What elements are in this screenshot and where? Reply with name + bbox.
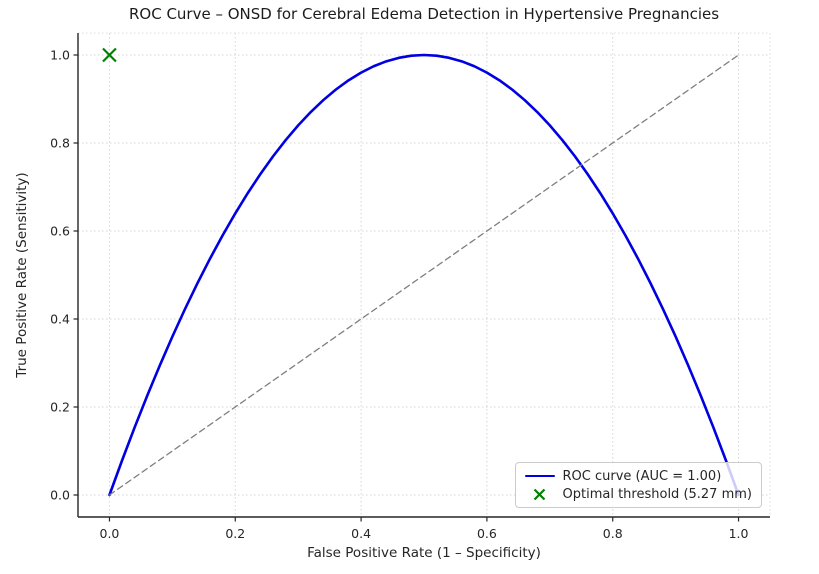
y-tick-label: 0.0	[50, 488, 70, 503]
x-tick-label: 0.4	[351, 526, 371, 541]
diagonal-reference-line	[108, 54, 740, 496]
x-marker-icon	[525, 488, 555, 501]
x-tick-label: 0.0	[100, 526, 120, 541]
y-tick-label: 1.0	[50, 48, 70, 63]
legend-entry-optimal-threshold: Optimal threshold (5.27 mm)	[525, 486, 752, 502]
y-tick-label: 0.6	[50, 224, 70, 239]
optimal-threshold-marker	[102, 47, 117, 63]
y-tick-label: 0.8	[50, 136, 70, 151]
y-axis-label: True Positive Rate (Sensitivity)	[14, 172, 30, 378]
y-tick-label: 0.2	[50, 400, 70, 415]
x-tick-label: 0.8	[603, 526, 623, 541]
legend-label-roc-curve: ROC curve (AUC = 1.00)	[562, 468, 722, 484]
chart-title: ROC Curve – ONSD for Cerebral Edema Dete…	[128, 5, 720, 23]
legend-label-optimal-threshold: Optimal threshold (5.27 mm)	[562, 486, 752, 502]
y-tick-label: 0.4	[50, 312, 70, 327]
legend: ROC curve (AUC = 1.00) Optimal threshold…	[514, 462, 762, 508]
x-tick-label: 0.2	[225, 526, 245, 541]
x-tick-label: 0.6	[477, 526, 497, 541]
roc-curve-line-swatch	[524, 474, 555, 478]
x-axis-label: False Positive Rate (1 – Specificity)	[307, 545, 541, 561]
x-tick-label: 1.0	[729, 526, 749, 541]
legend-entry-roc-curve: ROC curve (AUC = 1.00)	[524, 468, 752, 484]
roc-curve-line	[108, 53, 740, 497]
